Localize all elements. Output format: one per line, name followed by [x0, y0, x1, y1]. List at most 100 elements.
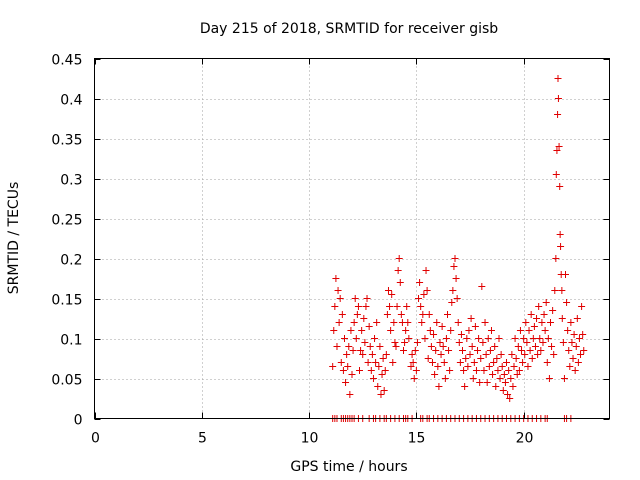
data-point [379, 355, 387, 362]
data-point [566, 363, 574, 370]
data-point [559, 339, 567, 346]
data-point [492, 383, 500, 390]
data-point [476, 379, 484, 386]
data-point [389, 359, 397, 366]
data-point [521, 351, 529, 358]
data-point [522, 319, 530, 326]
data-point [467, 315, 475, 322]
data-point [344, 363, 352, 370]
data-point [354, 303, 362, 310]
data-point [574, 359, 582, 366]
data-point [449, 287, 457, 294]
data-point [460, 367, 468, 374]
data-point [466, 351, 474, 358]
data-point [431, 371, 439, 378]
data-point [490, 359, 498, 366]
data-point [474, 347, 482, 354]
data-point [358, 327, 366, 334]
data-point [439, 343, 447, 350]
data-point [472, 367, 480, 374]
data-point [402, 327, 410, 334]
data-point [489, 371, 497, 378]
data-point [516, 327, 524, 334]
data-point [524, 363, 532, 370]
data-point [412, 367, 420, 374]
data-point [336, 295, 344, 302]
data-point [508, 351, 516, 358]
data-point [527, 311, 535, 318]
data-point [422, 267, 430, 274]
data-point [346, 391, 354, 398]
data-point [403, 303, 411, 310]
data-point [479, 339, 487, 346]
data-point [523, 339, 531, 346]
data-point [555, 143, 563, 150]
data-point [329, 363, 337, 370]
data-point [395, 255, 403, 262]
data-point [535, 303, 543, 310]
data-point [381, 367, 389, 374]
data-point [554, 95, 562, 102]
data-point [335, 319, 343, 326]
data-point [376, 343, 384, 350]
data-point [573, 315, 581, 322]
data-point [419, 311, 427, 318]
data-point [575, 335, 583, 342]
data-point [482, 351, 490, 358]
data-point [536, 335, 544, 342]
data-point [525, 327, 533, 334]
data-point [368, 351, 376, 358]
data-point [384, 287, 392, 294]
data-point [481, 319, 489, 326]
data-point [564, 327, 572, 334]
data-point [446, 367, 454, 374]
data-point [541, 327, 549, 334]
chart-title: Day 215 of 2018, SRMTID for receiver gis… [200, 21, 498, 37]
data-point [372, 359, 380, 366]
data-point [432, 347, 440, 354]
x-tick-label: 20 [516, 431, 534, 447]
data-point [361, 339, 369, 346]
data-point [554, 111, 562, 118]
data-point [343, 351, 351, 358]
data-point [456, 359, 464, 366]
data-point [519, 359, 527, 366]
data-point [443, 311, 451, 318]
y-tick-label: 0.1 [60, 333, 82, 349]
data-point [427, 343, 435, 350]
data-point [569, 355, 577, 362]
data-point [578, 303, 586, 310]
data-point [529, 335, 537, 342]
data-point [480, 367, 488, 374]
data-point [512, 355, 520, 362]
data-point [387, 327, 395, 334]
data-point [504, 391, 512, 398]
y-axis-label: SRMTID / TECUs [6, 182, 22, 295]
axis-ticks: 0 0.05 0.1 0.15 0.2 0.25 0.3 0.35 0.4 0.45 0 5 10 15 2… [51, 53, 610, 447]
data-point [415, 295, 423, 302]
data-point [465, 327, 473, 334]
data-point [380, 387, 388, 394]
data-point [405, 335, 413, 342]
data-point [493, 355, 501, 362]
data-point [352, 335, 360, 342]
data-point [441, 375, 449, 382]
x-axis-label: GPS time / hours [290, 459, 407, 475]
data-point [528, 355, 536, 362]
data-point [363, 295, 371, 302]
data-point [557, 243, 565, 250]
data-point [349, 347, 357, 354]
data-point [410, 375, 418, 382]
data-point [454, 319, 462, 326]
data-point [514, 343, 522, 350]
data-point [497, 351, 505, 358]
data-point [469, 375, 477, 382]
data-point [392, 343, 400, 350]
data-point [475, 335, 483, 342]
data-point [470, 359, 478, 366]
data-point [345, 343, 353, 350]
data-point [537, 347, 545, 354]
data-point [348, 371, 356, 378]
data-point [420, 291, 428, 298]
y-tick-label: 0.05 [51, 373, 82, 389]
